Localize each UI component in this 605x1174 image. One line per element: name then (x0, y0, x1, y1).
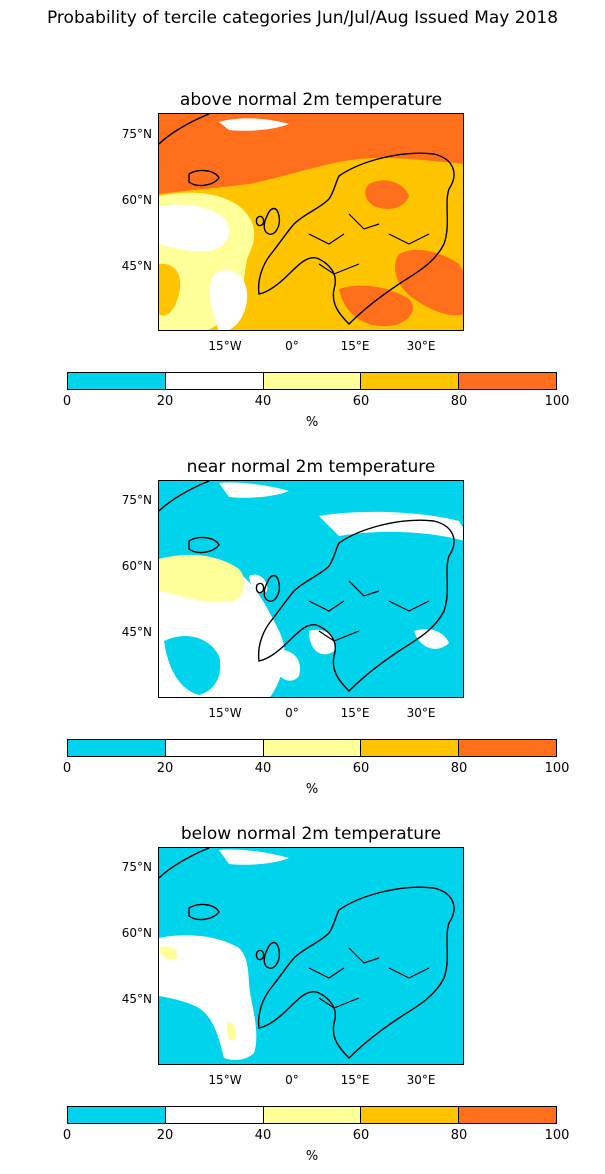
lon-label: 0° (285, 1073, 299, 1087)
colorbar-tick: 80 (450, 1128, 468, 1143)
colorbar-tick: 60 (352, 761, 370, 776)
colorbar-tick: 80 (450, 761, 468, 776)
lat-label: 75°N (121, 493, 152, 507)
colorbar-tick: 0 (62, 394, 72, 409)
colorbar-bin (164, 373, 263, 389)
lon-label: 15°W (208, 339, 242, 353)
colorbar-unit: % (305, 782, 319, 797)
colorbar-bin (68, 1107, 165, 1123)
lon-label: 15°W (208, 1073, 242, 1087)
map-below (158, 847, 464, 1065)
figure-title: Probability of tercile categories Jun/Ju… (46, 8, 559, 28)
lon-label: 30°E (406, 1073, 436, 1087)
lon-label: 30°E (406, 339, 436, 353)
lon-label: 15°E (340, 339, 370, 353)
colorbar-unit: % (305, 415, 319, 430)
colorbar-unit: % (305, 1149, 319, 1164)
lat-label: 45°N (121, 625, 152, 639)
lat-label: 60°N (121, 926, 152, 940)
lon-label: 15°E (340, 706, 370, 720)
colorbar (67, 1106, 557, 1124)
panel-title-below: below normal 2m temperature (180, 824, 442, 844)
lon-label: 15°E (340, 1073, 370, 1087)
colorbar-bin (360, 373, 459, 389)
colorbar-tick: 20 (156, 761, 174, 776)
lat-label: 75°N (121, 860, 152, 874)
colorbar (67, 739, 557, 757)
colorbar-tick: 60 (352, 1128, 370, 1143)
colorbar-bin (360, 1107, 459, 1123)
panel-title-above: above normal 2m temperature (179, 90, 443, 110)
colorbar (67, 372, 557, 390)
lat-label: 45°N (121, 259, 152, 273)
colorbar-tick: 40 (254, 1128, 272, 1143)
colorbar-bin (68, 740, 165, 756)
colorbar-bin (262, 373, 361, 389)
colorbar-tick: 80 (450, 394, 468, 409)
colorbar-bin (458, 1107, 556, 1123)
colorbar-bin (164, 740, 263, 756)
colorbar-bin (262, 1107, 361, 1123)
map-near (158, 480, 464, 698)
colorbar-bin (360, 740, 459, 756)
colorbar-bin (458, 740, 556, 756)
colorbar-tick: 20 (156, 394, 174, 409)
colorbar-tick: 20 (156, 1128, 174, 1143)
lon-label: 0° (285, 339, 299, 353)
lon-label: 30°E (406, 706, 436, 720)
lat-label: 60°N (121, 559, 152, 573)
lon-label: 0° (285, 706, 299, 720)
colorbar-tick: 100 (544, 1128, 570, 1143)
lat-label: 75°N (121, 127, 152, 141)
colorbar-bin (164, 1107, 263, 1123)
colorbar-tick: 0 (62, 1128, 72, 1143)
colorbar-tick: 40 (254, 761, 272, 776)
colorbar-bin (68, 373, 165, 389)
colorbar-bin (262, 740, 361, 756)
colorbar-tick: 40 (254, 394, 272, 409)
lat-label: 45°N (121, 992, 152, 1006)
panel-title-near: near normal 2m temperature (186, 457, 436, 477)
colorbar-tick: 0 (62, 761, 72, 776)
lon-label: 15°W (208, 706, 242, 720)
colorbar-bin (458, 373, 556, 389)
colorbar-tick: 100 (544, 394, 570, 409)
colorbar-tick: 100 (544, 761, 570, 776)
lat-label: 60°N (121, 193, 152, 207)
map-above (158, 113, 464, 331)
colorbar-tick: 60 (352, 394, 370, 409)
